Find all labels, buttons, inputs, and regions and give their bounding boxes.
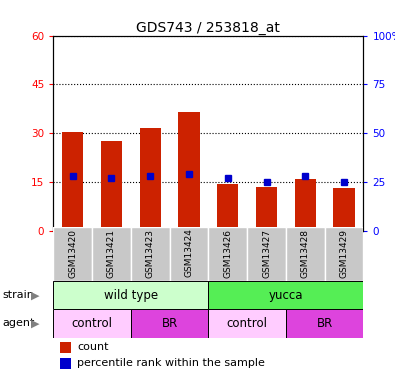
Text: GSM13429: GSM13429 (340, 228, 348, 278)
Bar (101, 141, 122, 231)
Bar (209, 309, 286, 338)
Text: GSM13424: GSM13424 (184, 228, 194, 278)
Bar (53, 227, 92, 281)
Text: control: control (227, 317, 268, 330)
Bar (286, 309, 363, 338)
Bar (53, 281, 209, 309)
Text: count: count (77, 342, 108, 352)
Bar (286, 227, 325, 281)
Bar (247, 227, 286, 281)
Bar (92, 227, 131, 281)
Text: BR: BR (162, 317, 178, 330)
Bar (217, 183, 239, 231)
Text: GSM13423: GSM13423 (146, 228, 155, 278)
Bar (325, 227, 363, 281)
Bar (333, 188, 355, 231)
Bar (53, 309, 131, 338)
Bar (178, 112, 199, 231)
Bar (169, 227, 209, 281)
Text: GSM13421: GSM13421 (107, 228, 116, 278)
Text: ▶: ▶ (31, 290, 40, 300)
Text: percentile rank within the sample: percentile rank within the sample (77, 358, 265, 368)
Bar (131, 227, 169, 281)
Text: control: control (71, 317, 113, 330)
Text: yucca: yucca (269, 289, 303, 302)
Text: GSM13428: GSM13428 (301, 228, 310, 278)
Text: wild type: wild type (104, 289, 158, 302)
Bar (139, 128, 161, 231)
Text: GSM13426: GSM13426 (223, 228, 232, 278)
Text: strain: strain (2, 290, 34, 300)
Bar (209, 227, 247, 281)
Text: agent: agent (2, 318, 34, 328)
Text: BR: BR (316, 317, 333, 330)
Title: GDS743 / 253818_at: GDS743 / 253818_at (136, 21, 280, 34)
Bar (60, 357, 71, 369)
Bar (256, 187, 277, 231)
Bar (295, 178, 316, 231)
Bar (60, 342, 71, 353)
Text: ▶: ▶ (31, 318, 40, 328)
Bar (209, 281, 363, 309)
Text: GSM13427: GSM13427 (262, 228, 271, 278)
Bar (131, 309, 209, 338)
Text: GSM13420: GSM13420 (68, 228, 77, 278)
Bar (62, 132, 83, 231)
